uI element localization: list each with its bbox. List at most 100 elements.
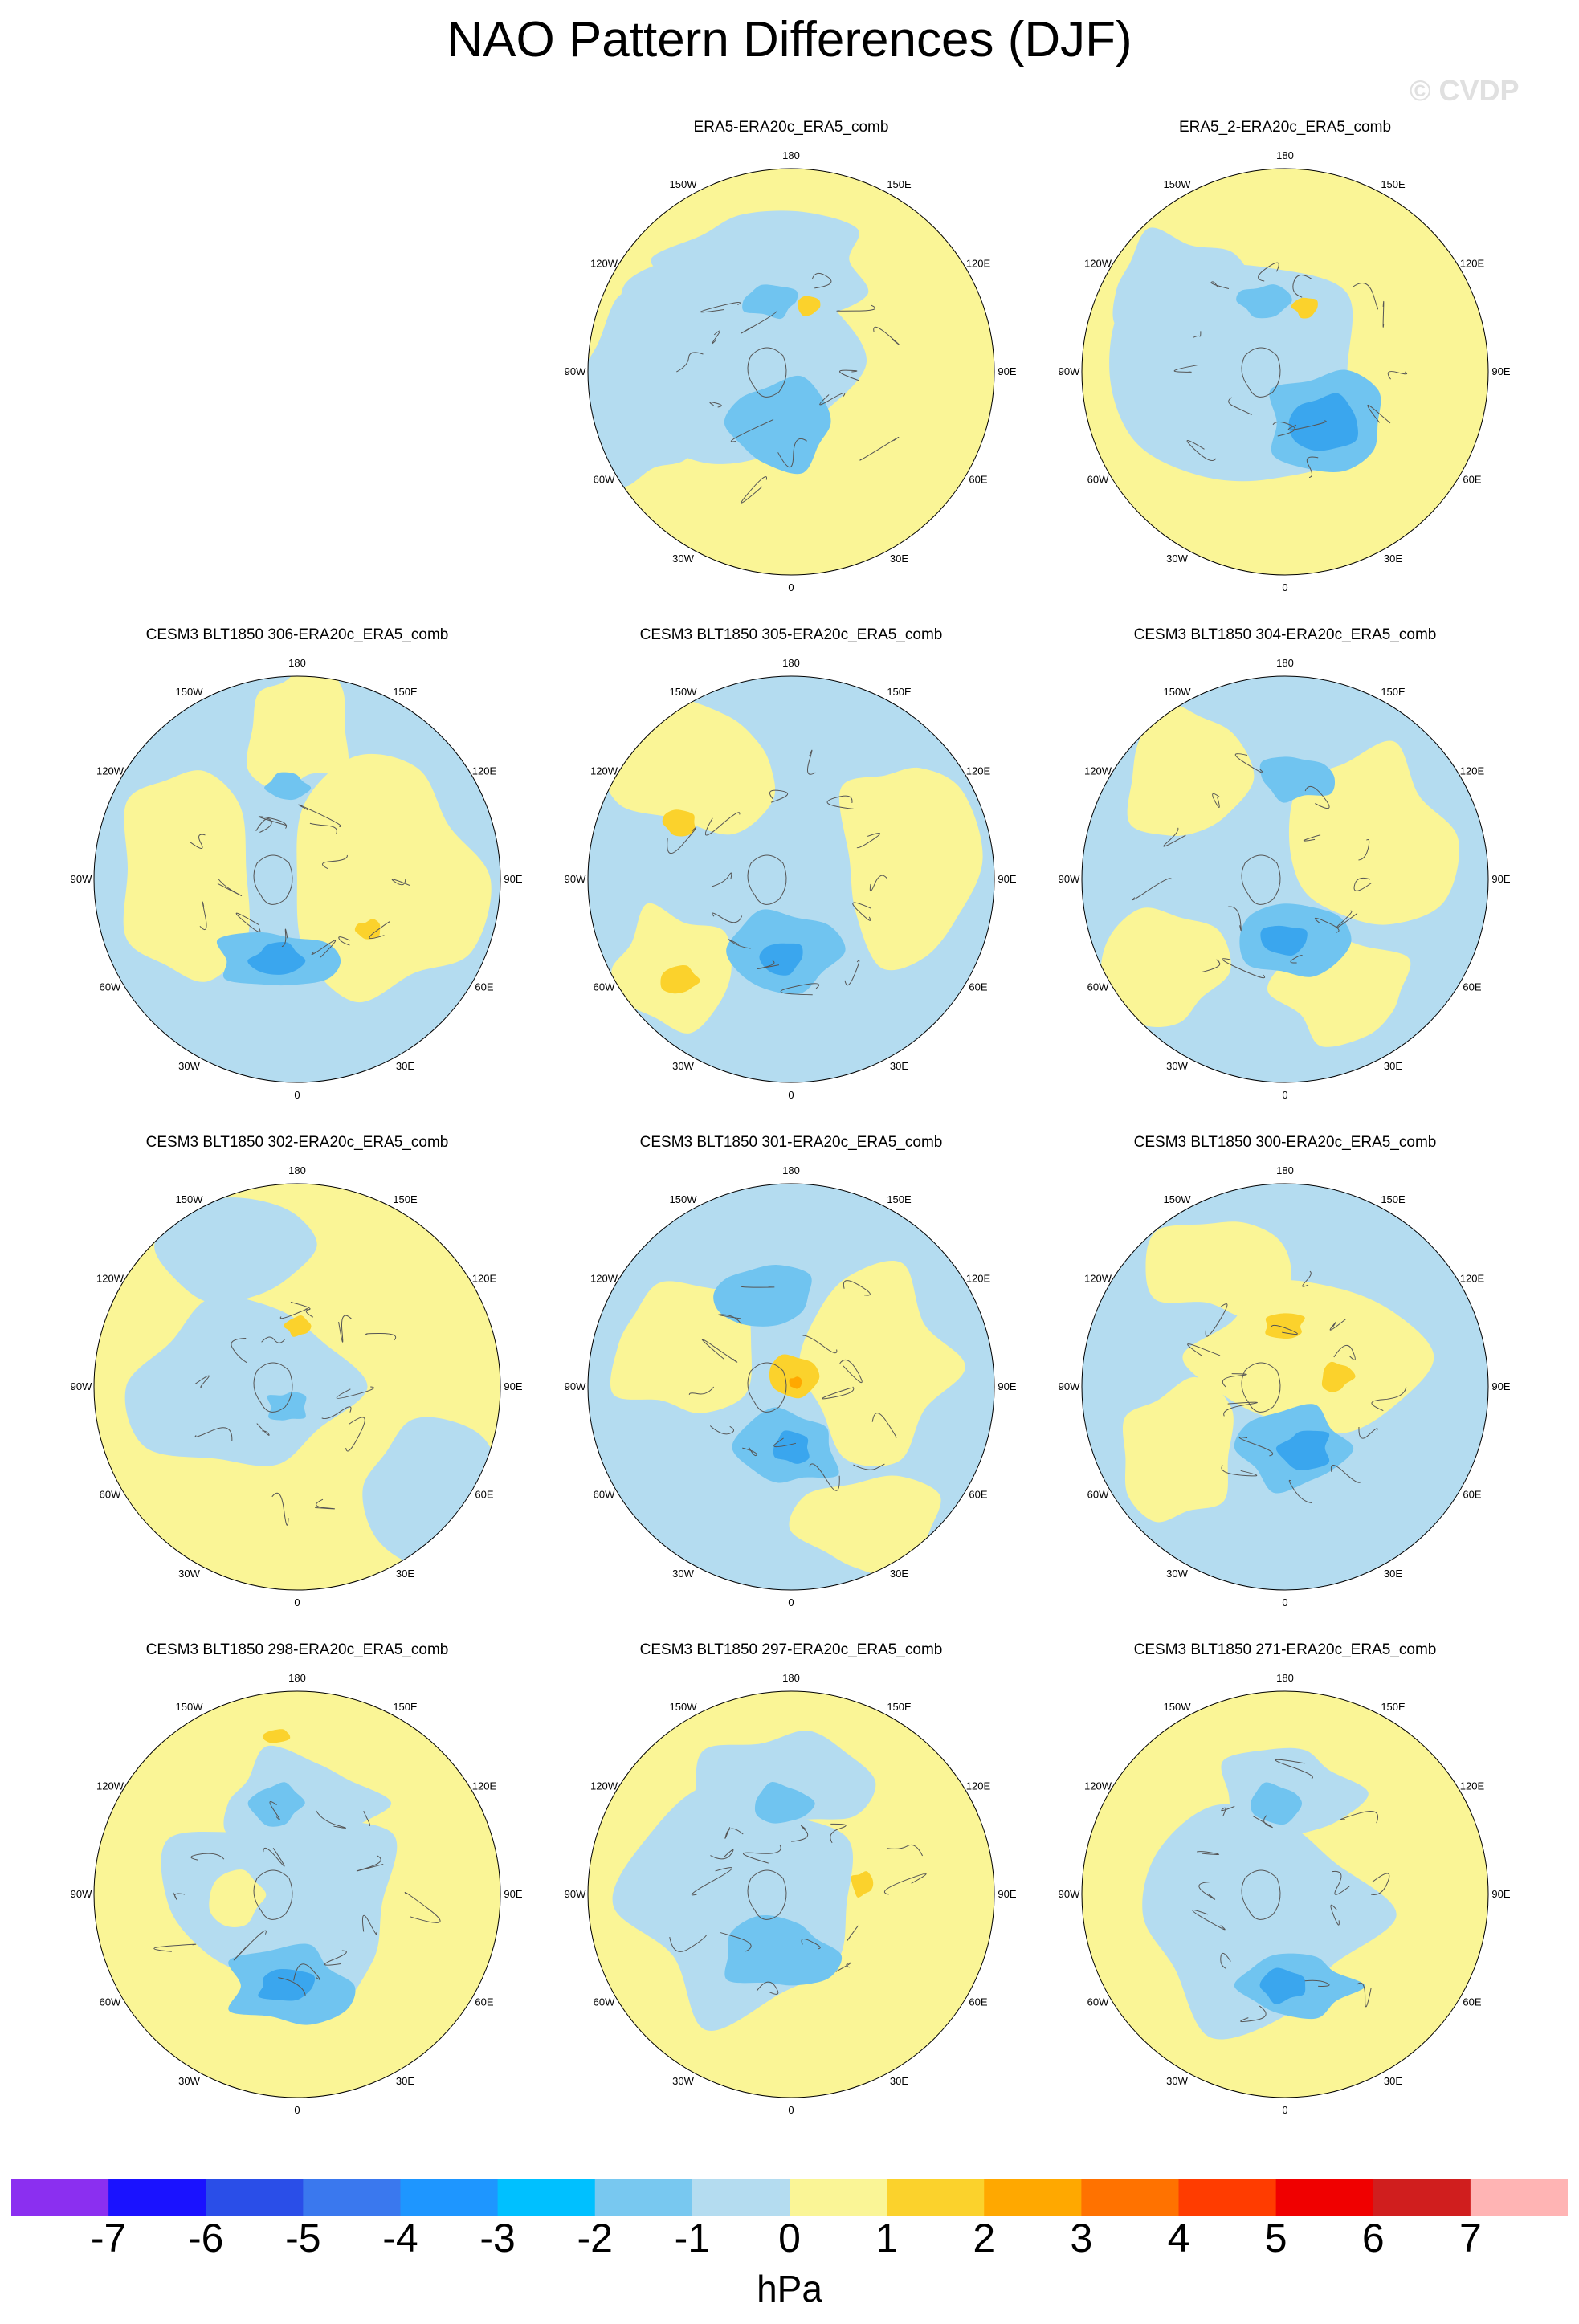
longitude-label: 60E <box>1463 1996 1481 2008</box>
longitude-label: 150W <box>670 1193 698 1205</box>
coastlines <box>676 272 900 504</box>
anomaly-contour <box>1259 756 1336 803</box>
greenland-outline <box>1241 854 1281 905</box>
longitude-label: 120W <box>96 1780 124 1792</box>
longitude-label: 60W <box>594 474 615 486</box>
colorbar-swatch <box>692 2179 790 2216</box>
longitude-label: 150E <box>887 178 912 190</box>
anomaly-field <box>588 676 994 1082</box>
longitude-label: 90W <box>1059 873 1080 885</box>
polar-map: 180 150E 120E 90E 60E 30E 0 30W 60W 90W 120W 150W <box>1059 657 1511 1101</box>
longitude-label: 60E <box>1463 1489 1481 1501</box>
colorbar-units: hPa <box>757 2268 822 2310</box>
greenland-outline <box>253 1869 293 1920</box>
longitude-label: 30W <box>1166 552 1188 565</box>
colorbar-tick-label: 3 <box>1070 2216 1093 2261</box>
colorbar-tick-label: -5 <box>285 2216 321 2261</box>
colorbar-tick-label: -2 <box>577 2216 613 2261</box>
map-boundary <box>93 1690 501 2098</box>
colorbar-tick-label: 4 <box>1167 2216 1190 2261</box>
longitude-label: 180 <box>782 1164 800 1176</box>
longitude-label: 120W <box>1084 258 1112 270</box>
figure-title: NAO Pattern Differences (DJF) <box>447 12 1132 67</box>
longitude-label: 90E <box>1491 1888 1510 1900</box>
anomaly-contour <box>1251 1782 1303 1825</box>
anomaly-contour <box>695 1731 876 1837</box>
map-panel: CESM3 BLT1850 300-ERA20c_ERA5_comb 180 150… <box>1056 1134 1514 1640</box>
colorbar-tick-label: -3 <box>479 2216 516 2261</box>
panel-title: CESM3 BLT1850 305-ERA20c_ERA5_comb <box>639 626 943 643</box>
panel-title: ERA5-ERA20c_ERA5_comb <box>693 119 889 136</box>
longitude-label: 60W <box>594 981 615 993</box>
longitude-label: 60E <box>969 1489 987 1501</box>
colorbar-swatch <box>206 2179 304 2216</box>
longitude-label: 30E <box>396 2075 414 2087</box>
anomaly-contour <box>262 1729 291 1743</box>
anomaly-contour <box>799 1261 965 1466</box>
longitude-label: 120W <box>590 1273 618 1285</box>
anomaly-field <box>94 1184 500 1590</box>
longitude-label: 30W <box>1166 1060 1188 1072</box>
longitude-label: 30E <box>396 1060 414 1072</box>
anomaly-contour <box>662 809 696 837</box>
longitude-label: 150E <box>393 1701 418 1713</box>
anomaly-contour <box>1275 1430 1330 1470</box>
anomaly-contour <box>223 1745 392 1861</box>
longitude-label: 30E <box>1384 552 1402 565</box>
colorbar-tick-label: 1 <box>875 2216 899 2261</box>
map-panel: CESM3 BLT1850 271-ERA20c_ERA5_comb 180 150… <box>1056 1641 1514 2147</box>
panel-title: CESM3 BLT1850 271-ERA20c_ERA5_comb <box>1133 1641 1437 1658</box>
longitude-label: 60W <box>1087 1489 1109 1501</box>
longitude-label: 60W <box>594 1996 615 2008</box>
longitude-label: 30E <box>396 1568 414 1580</box>
panel-title: CESM3 BLT1850 306-ERA20c_ERA5_comb <box>145 626 449 643</box>
anomaly-contour <box>759 943 803 976</box>
longitude-label: 0 <box>788 1089 794 1101</box>
longitude-label: 0 <box>788 581 794 593</box>
colorbar-swatch <box>108 2179 206 2216</box>
longitude-label: 150W <box>176 1193 204 1205</box>
anomaly-contour <box>754 1782 815 1824</box>
map-boundary <box>587 675 995 1083</box>
longitude-label: 120E <box>472 1780 497 1792</box>
map-panel: ERA5-ERA20c_ERA5_comb 180 150E 120E 90E 60E 30… <box>562 119 1020 625</box>
colorbar-tick-label: 6 <box>1361 2216 1385 2261</box>
longitude-label: 60E <box>969 1996 987 2008</box>
longitude-label: 120E <box>966 1780 991 1792</box>
anomaly-contour <box>1100 907 1231 1028</box>
longitude-label: 0 <box>1282 2104 1287 2116</box>
map-panel: CESM3 BLT1850 298-ERA20c_ERA5_comb 180 150… <box>68 1641 526 2147</box>
colorbar-swatch <box>1081 2179 1179 2216</box>
longitude-label: 150E <box>887 1701 912 1713</box>
longitude-label: 90E <box>504 1380 522 1392</box>
longitude-label: 30W <box>178 2075 200 2087</box>
anomaly-contour <box>209 1869 267 1927</box>
map-panel: CESM3 BLT1850 302-ERA20c_ERA5_comb 180 150… <box>68 1134 526 1640</box>
polar-map: 180 150E 120E 90E 60E 30E 0 30W 60W 90W 120W 150W <box>565 657 1017 1101</box>
longitude-label: 90W <box>71 1888 92 1900</box>
longitude-label: 180 <box>1276 149 1294 161</box>
longitude-label: 150W <box>176 686 204 698</box>
anomaly-contour <box>296 753 492 1003</box>
colorbar-tick-label: 0 <box>778 2216 801 2261</box>
longitude-label: 150E <box>887 1193 912 1205</box>
greenland-outline <box>253 1362 293 1413</box>
longitude-label: 120E <box>1460 1780 1485 1792</box>
anomaly-contour <box>154 1197 317 1303</box>
anomaly-contour <box>283 1315 312 1337</box>
anomaly-contour <box>651 210 869 318</box>
longitude-label: 90W <box>71 1380 92 1392</box>
panel-title: CESM3 BLT1850 302-ERA20c_ERA5_comb <box>145 1134 449 1151</box>
colorbar-swatch <box>11 2179 109 2216</box>
polar-map: 180 150E 120E 90E 60E 30E 0 30W 60W 90W 120W 150W <box>71 657 523 1101</box>
coastlines <box>667 749 888 996</box>
longitude-label: 60W <box>100 1996 121 2008</box>
anomaly-contour <box>123 770 250 982</box>
longitude-label: 150E <box>393 1193 418 1205</box>
longitude-label: 120E <box>1460 258 1485 270</box>
longitude-label: 180 <box>288 1672 306 1684</box>
longitude-label: 180 <box>1276 1672 1294 1684</box>
anomaly-contour <box>247 942 306 975</box>
longitude-label: 60E <box>475 1489 493 1501</box>
longitude-label: 90E <box>998 365 1016 377</box>
